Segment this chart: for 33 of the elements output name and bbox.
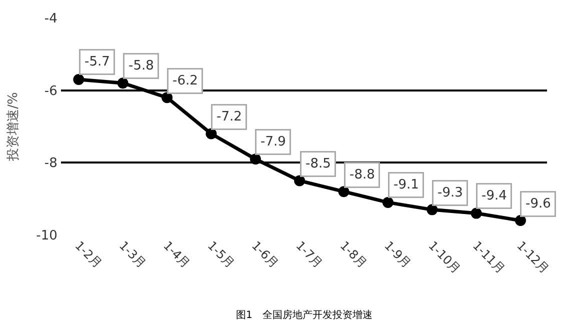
data-label: -8.5 — [306, 156, 331, 172]
point — [514, 215, 526, 226]
x-tick-label: 1-6月 — [249, 238, 282, 271]
point — [206, 128, 217, 140]
point — [117, 78, 128, 89]
data-label: -9.4 — [482, 188, 507, 204]
x-tick-label: 1-8月 — [337, 238, 370, 271]
point — [294, 175, 306, 186]
data-label: -7.2 — [216, 110, 242, 124]
point — [382, 196, 394, 208]
y-tick-label: -8 — [44, 156, 58, 172]
data-label: -9.1 — [394, 178, 419, 192]
data-label: -5.7 — [84, 54, 110, 70]
point — [162, 92, 173, 104]
data-label: -6.2 — [172, 74, 198, 88]
x-tick-label: 1-2月 — [72, 238, 105, 271]
y-tick-label: -4 — [44, 12, 58, 27]
y-axis-title: 投资增速/% — [6, 92, 22, 162]
point — [426, 204, 438, 216]
point — [73, 74, 84, 85]
data-label: -7.9 — [260, 134, 286, 150]
point — [250, 154, 261, 165]
x-tick-label: 1-5月 — [204, 238, 238, 271]
x-tick-label: 1-3月 — [116, 238, 149, 271]
point — [470, 208, 482, 219]
y-tick-label: -6 — [44, 84, 58, 99]
data-label: -8.8 — [350, 168, 375, 182]
data-label: -9.6 — [526, 196, 551, 212]
data-label: -5.8 — [128, 58, 154, 74]
y-tick-label: -10 — [36, 228, 58, 244]
caption: 图1 全国房地产开发投资增速 — [236, 309, 372, 321]
point — [338, 186, 350, 198]
data-label: -9.3 — [438, 186, 463, 200]
